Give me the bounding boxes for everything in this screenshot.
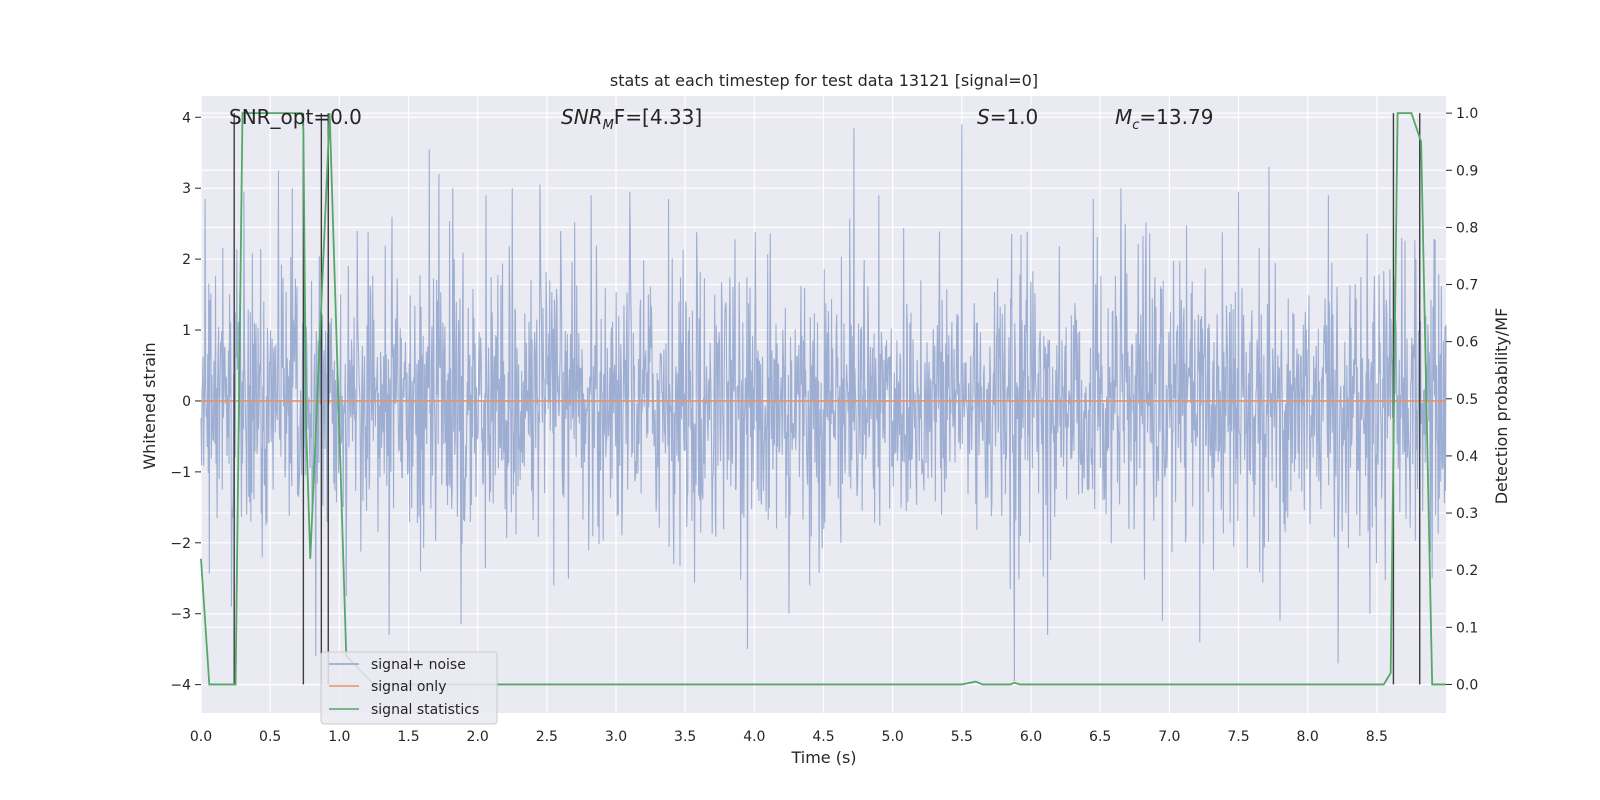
x-tick-label: 8.5 [1366,729,1388,745]
y-right-tick-label: 0.4 [1456,449,1478,465]
y-tick-label: 4 [182,110,191,126]
series-signal-noise-line [200,124,1447,682]
annotation-s-sym: S [977,105,990,129]
x-tick-label: 1.0 [328,729,350,745]
x-tick-label: 7.0 [1158,729,1180,745]
legend-label-signal-noise: signal+ noise [371,657,466,673]
y-tick-label: 0 [182,394,191,410]
y-right-tick-label: 0.9 [1456,163,1478,179]
annotation-snr-mf: SNRMF=[4.33] [561,105,702,133]
y-tick-label: −2 [170,536,191,552]
annotation-mc-sym: M [1115,105,1132,129]
x-axis-label: Time (s) [790,748,856,767]
y-tick-label: 1 [182,323,191,339]
y-right-tick-label: 0.0 [1456,677,1478,693]
annotations: SNR_opt=0.0 SNRMF=[4.33] S=1.0 Mc=13.79 [229,105,1213,133]
y-right-tick-label: 0.3 [1456,506,1478,522]
y-right-tick-label: 0.8 [1456,220,1478,236]
x-tick-label: 3.0 [605,729,627,745]
y-tick-label: 3 [182,181,191,197]
y-right-tick-label: 0.1 [1456,620,1478,636]
x-tick-label: 3.5 [674,729,696,745]
y-tick-label: 2 [182,252,191,268]
annotation-mc-sub: c [1132,118,1139,133]
annotation-s-rest: =1.0 [990,105,1039,129]
y-axis-right-label: Detection probability/MF [1492,308,1511,505]
y-right-tick-label: 0.7 [1456,278,1478,294]
annotation-snr-mf-base: SNR [561,105,603,129]
x-tick-label: 2.5 [536,729,558,745]
legend-label-signal-statistics: signal statistics [371,702,479,718]
legend: signal+ noise signal only signal statist… [320,651,498,725]
annotation-mc: Mc=13.79 [1115,105,1213,133]
annotation-snr-opt: SNR_opt=0.0 [229,105,362,129]
x-tick-label: 8.0 [1297,729,1319,745]
chart-title: stats at each timestep for test data 131… [610,71,1038,90]
y-tick-label: −4 [170,678,191,694]
x-tick-label: 0.5 [259,729,281,745]
y-tick-label: −1 [170,465,191,481]
x-tick-label: 7.5 [1227,729,1249,745]
annotation-snr-mf-rest: F=[4.33] [614,105,702,129]
y-right-tick-label: 0.5 [1456,392,1478,408]
y-right-tick-label: 0.2 [1456,563,1478,579]
series-signal-statistics-line [200,112,1446,686]
x-tick-label: 5.0 [882,729,904,745]
x-tick-label: 2.0 [467,729,489,745]
y-right-tick-label: 1.0 [1456,106,1478,122]
legend-label-signal-only: signal only [371,679,446,695]
annotation-s: S=1.0 [977,105,1038,129]
y-tick-label: −3 [170,607,191,623]
annotation-snr-mf-sub: M [603,118,614,133]
x-tick-label: 1.5 [397,729,419,745]
legend-box [320,651,498,725]
x-tick-label: 4.5 [812,729,834,745]
annotation-mc-rest: =13.79 [1139,105,1213,129]
x-tick-label: 6.5 [1089,729,1111,745]
y-right-tick-label: 0.6 [1456,335,1478,351]
x-tick-label: 4.0 [743,729,765,745]
x-tick-label: 0.0 [190,729,212,745]
x-tick-label: 5.5 [951,729,973,745]
y-axis-label: Whitened strain [140,342,159,469]
x-tick-label: 6.0 [1020,729,1042,745]
